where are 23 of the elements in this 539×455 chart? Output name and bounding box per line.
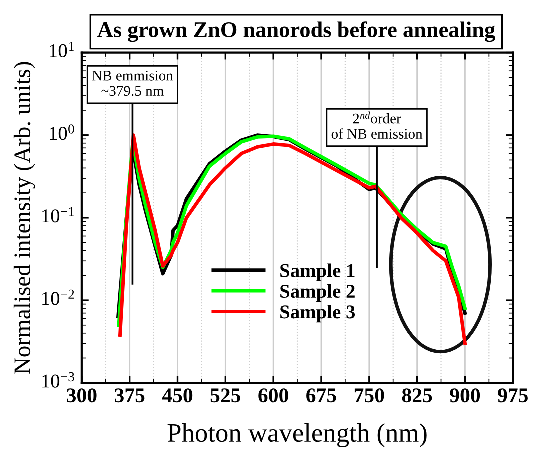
x-tick-label: 825 [402, 388, 432, 403]
y-tick-label: 10$^{0}$ [50, 124, 74, 140]
x-tick-label: 900 [450, 388, 480, 403]
ref-line-label: NB emmision ~379.5 nm [92, 71, 174, 96]
legend-label: Sample 3 [280, 305, 356, 323]
x-tick-label: 600 [258, 388, 288, 403]
x-tick-label: 750 [354, 388, 384, 403]
x-tick-label: 675 [306, 388, 336, 403]
chart-title: As grown ZnO nanorods before annealing [98, 22, 496, 42]
y-axis-title: Normalised intensity (Arb. units) [14, 62, 36, 374]
x-axis-title: Photon wavelength (nm) [168, 424, 427, 448]
legend-label: Sample 1 [280, 264, 355, 282]
x-tick-label: 975 [498, 388, 528, 403]
ref-line-label: 2$^{nd}$order of NB emission [332, 112, 423, 140]
x-tick-label: 525 [210, 388, 241, 403]
legend-label: Sample 2 [280, 284, 355, 302]
x-tick-label: 375 [115, 388, 145, 403]
x-tick-label: 300 [67, 388, 97, 403]
y-tick-label: 10$^{−3}$ [42, 372, 74, 388]
y-tick-label: 10$^{1}$ [50, 42, 74, 58]
y-tick-label: 10$^{−2}$ [42, 290, 74, 306]
y-tick-label: 10$^{−1}$ [42, 207, 74, 223]
x-tick-label: 450 [162, 388, 193, 403]
